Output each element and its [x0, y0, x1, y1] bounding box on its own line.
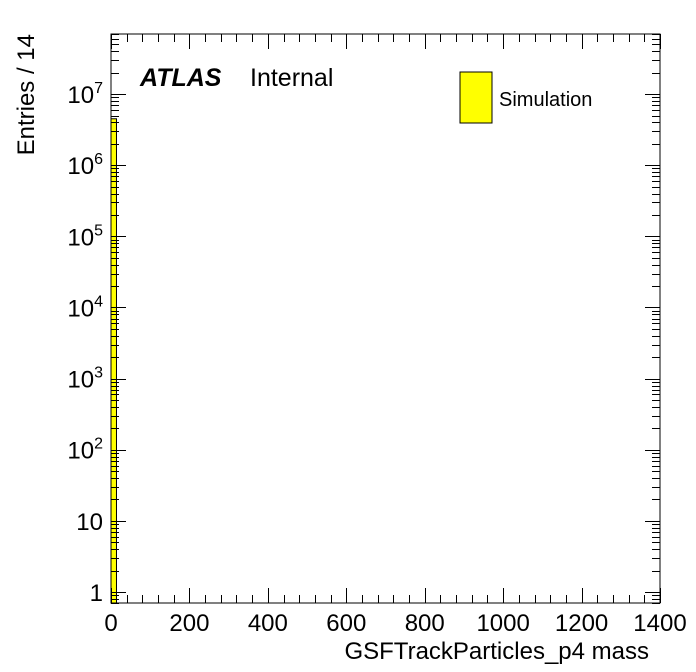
histogram-bars: [110, 118, 117, 604]
y-tick-label-1: 1: [90, 580, 103, 607]
y-axis-title: Entries / 14: [13, 34, 40, 155]
legend-swatch: [459, 71, 493, 124]
x-axis-title: GSFTrackParticles_p4 mass: [344, 638, 649, 665]
x-tick-labels: 0 200 400 600 800 1000 1200 1400: [104, 610, 686, 637]
atlas-label: ATLAS Internal: [139, 64, 333, 92]
x-tick-label-0: 0: [104, 610, 117, 637]
y-tick-label-100: 102: [67, 436, 103, 465]
legend: Simulation: [459, 71, 592, 124]
atlas-experiment-label: ATLAS: [139, 64, 222, 92]
y-tick-labels: 1 10 102 103 104 105 106 107: [67, 80, 103, 607]
y-tick-label-100000: 105: [67, 222, 103, 251]
x-tick-label-1400: 1400: [633, 610, 686, 637]
plot-frame: [110, 33, 661, 604]
y-tick-label-1000000: 106: [67, 151, 103, 180]
x-tick-label-1200: 1200: [555, 610, 608, 637]
x-tick-label-200: 200: [169, 610, 209, 637]
atlas-status-label: Internal: [250, 64, 333, 92]
x-tick-label-400: 400: [248, 610, 288, 637]
y-tick-label-10000000: 107: [67, 80, 103, 109]
x-tick-label-600: 600: [326, 610, 366, 637]
y-tick-label-1000: 103: [67, 365, 103, 394]
histogram-bar-0: [110, 118, 117, 604]
x-tick-label-800: 800: [405, 610, 445, 637]
y-tick-label-10: 10: [76, 509, 103, 536]
x-tick-label-1000: 1000: [476, 610, 529, 637]
y-tick-label-10000: 104: [67, 293, 103, 322]
legend-entry-simulation: Simulation: [499, 89, 592, 111]
